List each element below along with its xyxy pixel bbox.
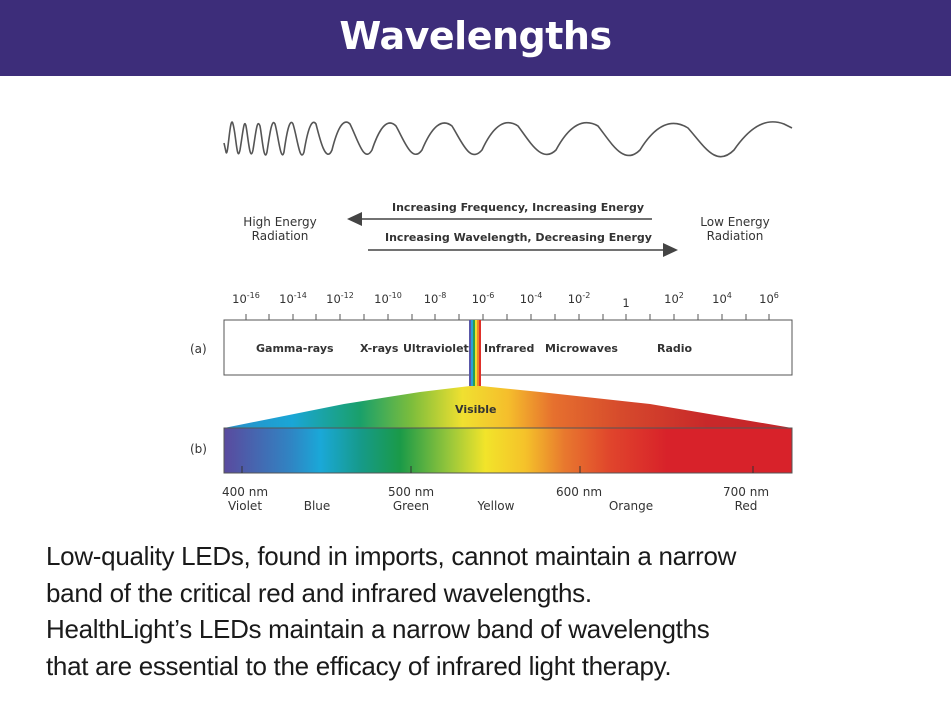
header-bar: Wavelengths [0,0,951,76]
body-line: band of the critical red and infrared wa… [46,577,592,608]
visible-label: Visible [455,403,497,416]
spectrum-band-box [223,319,793,376]
tick-label: 1 [622,296,630,310]
arrow-right-icon [663,243,678,257]
increasing-wavelength-label: Increasing Wavelength, Decreasing Energy [385,231,652,244]
nm-600-label: 600 nm [555,485,603,499]
tick-label: 10-12 [326,291,354,306]
tick-label: 10-2 [567,291,591,306]
band-gamma-rays: Gamma-rays [256,342,334,355]
row-b-label: (b) [190,442,207,456]
tick-label: 102 [664,291,684,306]
tick-label: 10-6 [471,291,495,306]
tick-label: 10-14 [279,291,307,306]
high-energy-label: High Energy Radiation [243,215,317,243]
nm-400-label: 400 nm Violet [221,485,269,513]
color-yellow-label: Yellow [477,499,515,513]
body-line: Low-quality LEDs, found in imports, cann… [46,541,737,571]
body-line: HealthLight’s LEDs maintain a narrow ban… [46,614,710,644]
body-line: that are essential to the efficacy of in… [46,650,672,681]
tick-label: 106 [759,291,779,306]
arrow-left-icon [347,212,362,226]
tick-label: 104 [712,291,732,306]
color-orange-label: Orange [608,499,654,513]
visible-spectrum-bar [223,427,793,474]
body-paragraph: Low-quality LEDs, found in imports, cann… [46,538,926,684]
increasing-frequency-label: Increasing Frequency, Increasing Energy [392,201,645,214]
band-microwaves: Microwaves [545,342,618,355]
nm-700-label: 700 nm Red [722,485,770,513]
page-title: Wavelengths [339,14,612,58]
tick-label: 10-4 [519,291,543,306]
electromagnetic-spectrum-diagram: High Energy Radiation Low Energy Radiati… [0,76,951,536]
wave-graphic [223,121,793,158]
band-x-rays: X-rays [360,342,399,355]
row-a-label: (a) [190,342,207,356]
tick-label: 10-8 [423,291,447,306]
band-infrared: Infrared [484,342,535,355]
low-energy-label: Low Energy Radiation [700,215,770,243]
tick-label: 10-16 [232,291,260,306]
nm-500-label: 500 nm Green [387,485,435,513]
color-blue-label: Blue [303,499,331,513]
tick-label: 10-10 [374,291,402,306]
band-ultraviolet: Ultraviolet [403,342,469,355]
spectrum-graphics [223,121,793,474]
band-radio: Radio [657,342,693,355]
